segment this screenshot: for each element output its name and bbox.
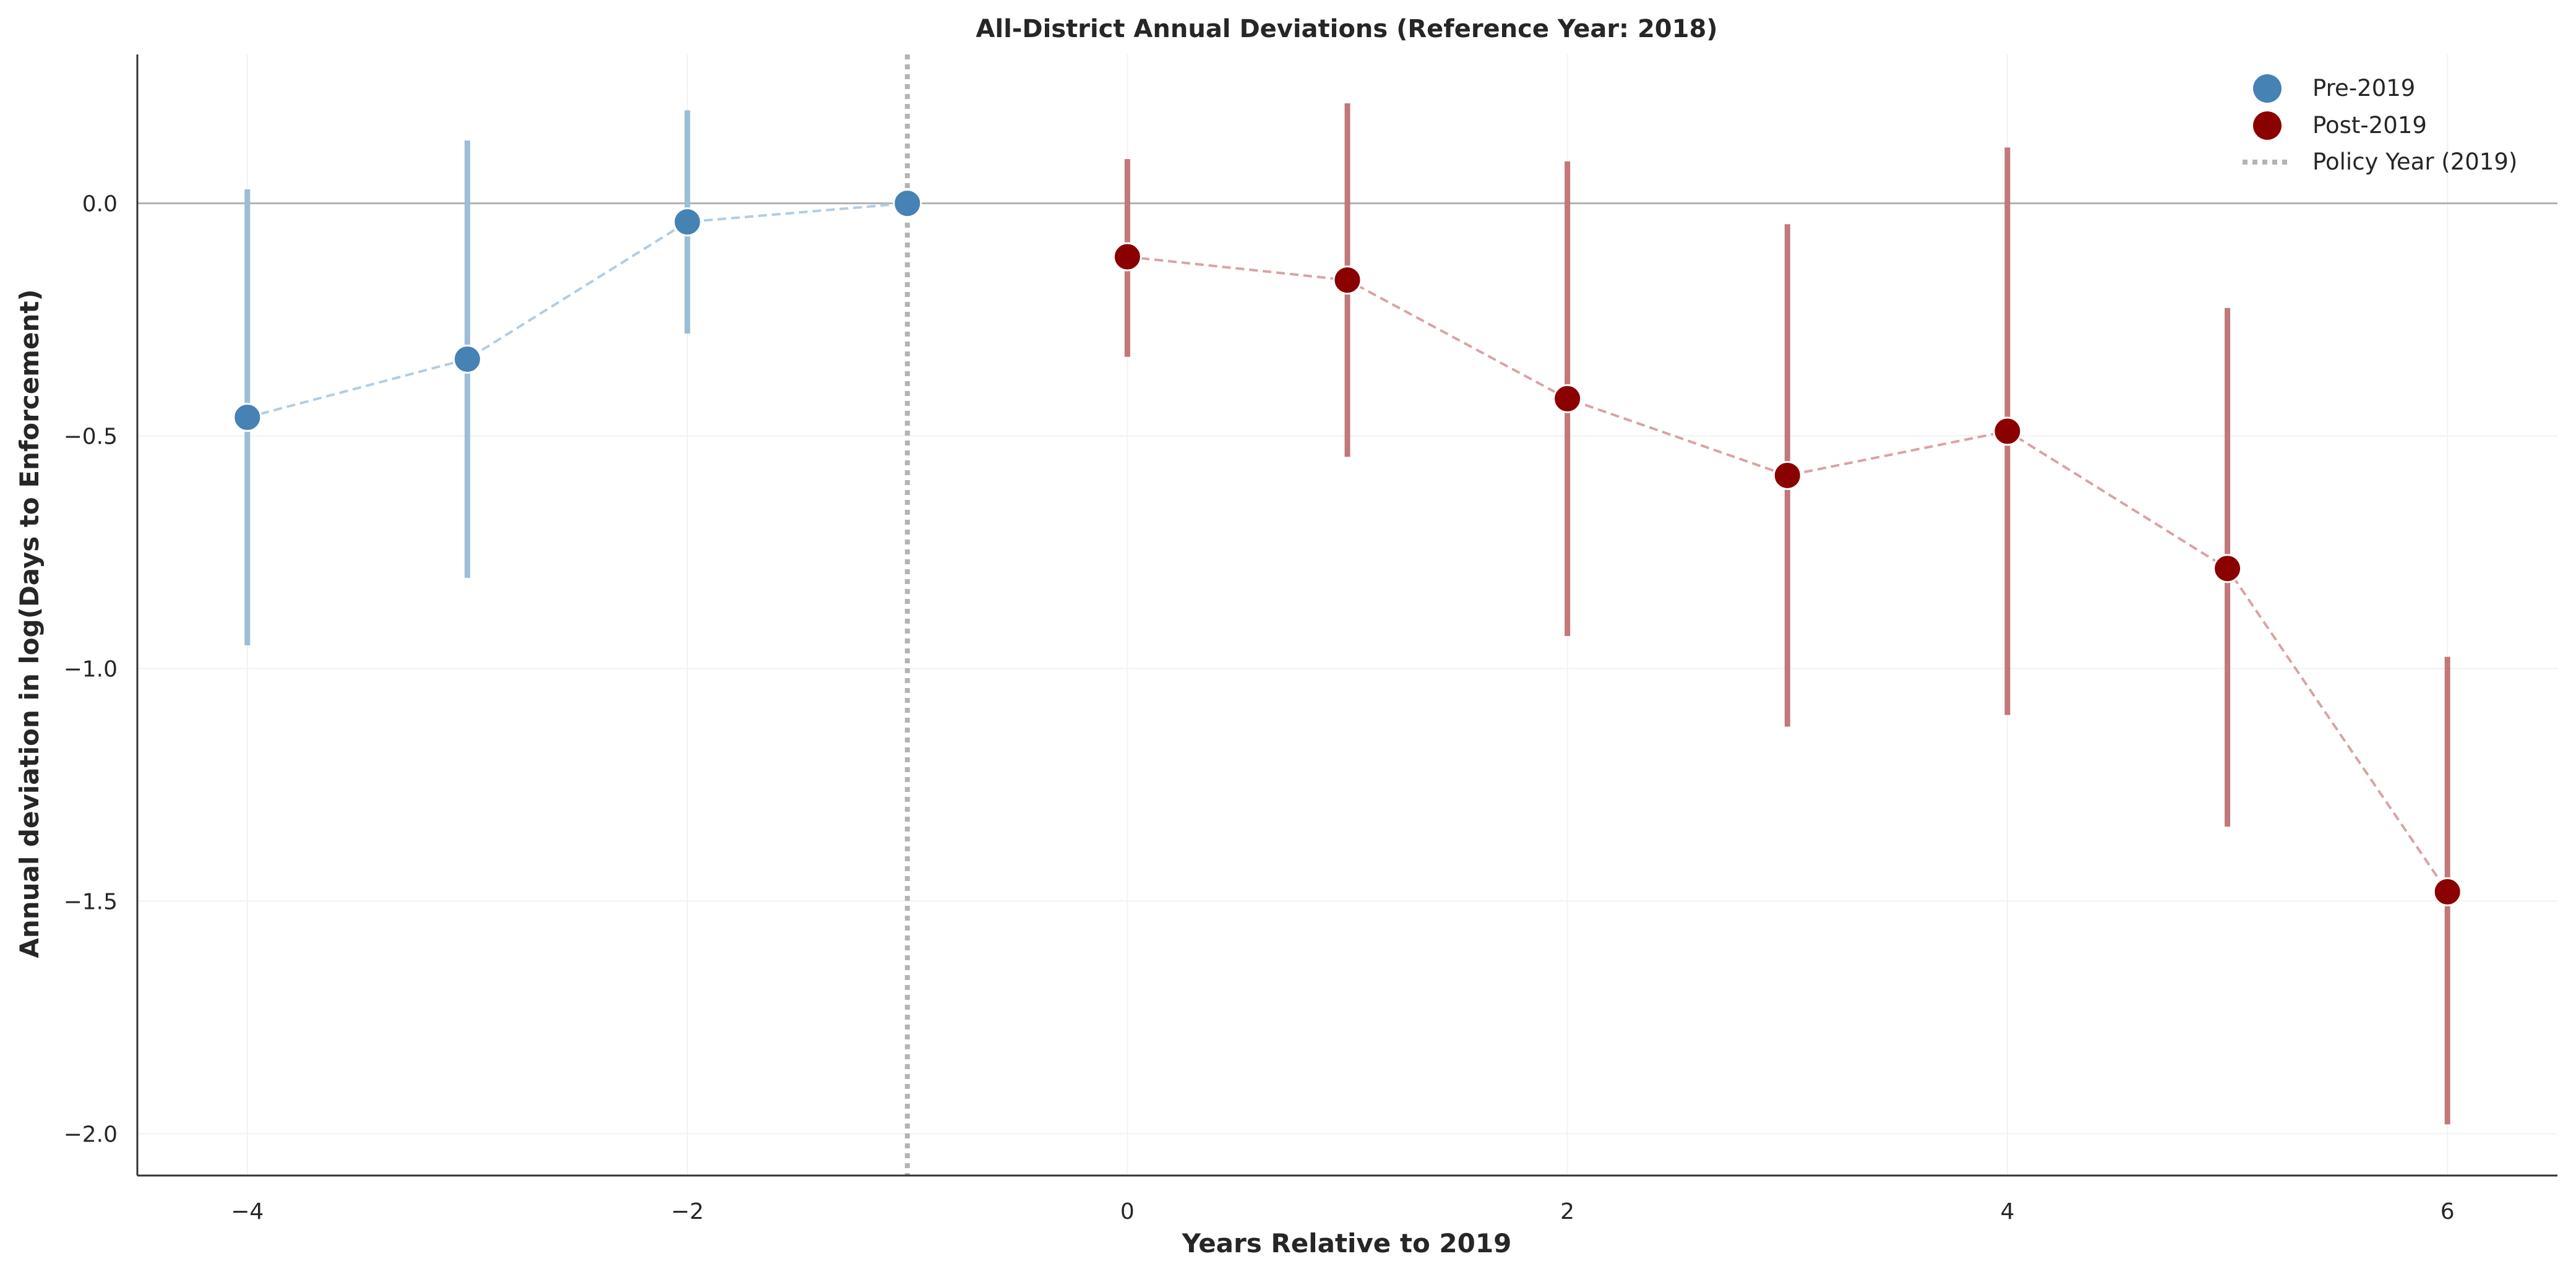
point-post-2019-2 [1553, 384, 1582, 413]
x-tick-label-2: 0 [1120, 1199, 1135, 1224]
legend-label-post-2019: Post-2019 [2312, 112, 2427, 139]
point-post-2019-6 [2432, 877, 2462, 906]
error-bars [244, 103, 2450, 1125]
legend-label-policy-year: Policy Year (2019) [2312, 148, 2517, 175]
y-tick-label-1: −0.5 [64, 424, 118, 450]
x-tick-label-1: −2 [671, 1199, 704, 1224]
x-tick-label-3: 2 [1560, 1199, 1574, 1224]
y-axis-label: Annual deviation in log(Days to Enforcem… [14, 289, 45, 958]
point-pre-2019-3 [893, 189, 922, 218]
y-tick-label-3: −1.5 [64, 889, 118, 914]
point-post-2019-4 [1993, 416, 2022, 446]
point-post-2019-3 [1772, 460, 1802, 490]
axes [136, 54, 2557, 1177]
y-tick-label-2: −1.0 [64, 656, 118, 682]
point-pre-2019-1 [452, 344, 482, 374]
y-tick-label-0: 0.0 [82, 192, 118, 217]
chart-title: All-District Annual Deviations (Referenc… [976, 15, 1717, 43]
x-tick-label-4: 4 [2000, 1199, 2014, 1224]
data-points [233, 189, 2462, 906]
tick-labels: −4 −2 0 2 4 6 0.0 −0.5 −1.0 −1.5 −2.0 [64, 192, 2455, 1224]
point-post-2019-1 [1333, 265, 1362, 295]
legend-marker-post-2019 [2253, 111, 2282, 140]
point-post-2019-0 [1112, 242, 1142, 272]
x-tick-label-5: 6 [2441, 1199, 2455, 1224]
x-axis-label: Years Relative to 2019 [1182, 1228, 1512, 1258]
y-tick-label-4: −2.0 [64, 1122, 118, 1147]
legend-marker-pre-2019 [2253, 74, 2282, 103]
point-pre-2019-2 [672, 207, 702, 237]
series-line-pre-2019 [247, 202, 908, 419]
legend-label-pre-2019: Pre-2019 [2312, 75, 2415, 101]
x-tick-label-0: −4 [231, 1199, 264, 1224]
point-post-2019-5 [2213, 554, 2243, 583]
legend: Pre-2019 Post-2019 Policy Year (2019) [2243, 74, 2517, 175]
point-pre-2019-0 [233, 402, 262, 432]
